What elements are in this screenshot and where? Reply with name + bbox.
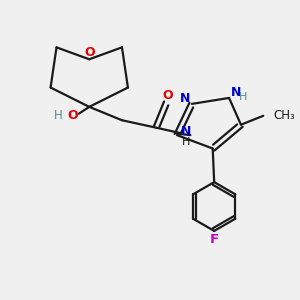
Text: CH₃: CH₃ [274, 109, 296, 122]
Text: N: N [180, 92, 190, 105]
Text: methyl: methyl [0, 299, 1, 300]
Text: N: N [181, 125, 192, 138]
Text: F: F [210, 233, 219, 246]
Text: N: N [230, 86, 241, 99]
Text: O: O [84, 46, 94, 59]
Text: O: O [163, 89, 173, 102]
Text: O: O [67, 109, 78, 122]
Text: H: H [182, 137, 191, 147]
Text: H: H [54, 109, 62, 122]
Text: H: H [239, 92, 248, 102]
